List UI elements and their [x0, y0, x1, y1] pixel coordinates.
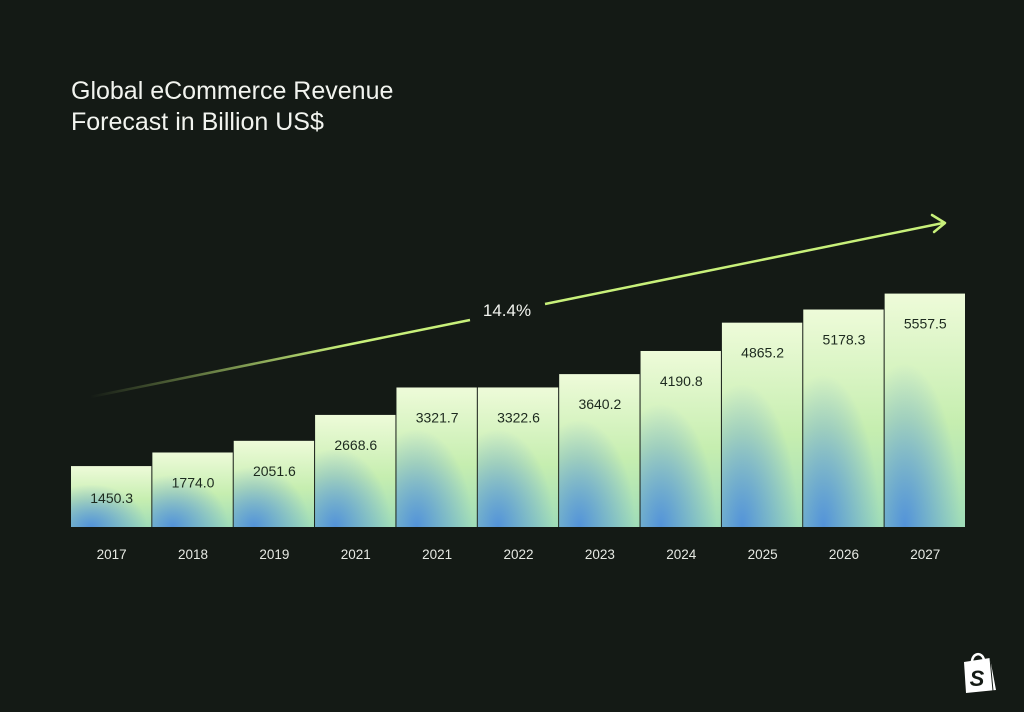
bar-shade [477, 387, 559, 527]
x-tick-label: 2023 [585, 547, 615, 562]
x-tick-label: 2017 [97, 547, 127, 562]
bar-value-label: 3640.2 [578, 396, 621, 412]
bar-shade [396, 387, 477, 527]
bar-group: 4190.8 2024 [640, 350, 721, 562]
bar-group: 1450.3 2017 [71, 466, 152, 562]
svg-text:S: S [970, 666, 985, 691]
x-tick-label: 2027 [910, 547, 940, 562]
bar-group: 4865.2 2025 [721, 322, 803, 562]
bar-value-label: 3321.7 [416, 409, 459, 425]
title-line-1: Global eCommerce Revenue [71, 77, 394, 105]
bar-shade [233, 440, 315, 527]
bar-group: 3640.2 2023 [559, 374, 640, 562]
x-tick-label: 2026 [829, 547, 859, 562]
bar-shade [559, 374, 640, 527]
growth-annotation: 14.4% [483, 301, 531, 320]
bar-group: 3322.6 2022 [477, 387, 559, 562]
x-tick-label: 2022 [503, 547, 533, 562]
x-tick-label: 2018 [178, 547, 208, 562]
bar-shade [71, 466, 152, 527]
bar-value-label: 4190.8 [660, 373, 703, 389]
bar-value-label: 2051.6 [253, 463, 296, 479]
bar-shade [884, 293, 965, 527]
bar-group: 3321.7 2021 [396, 387, 477, 562]
bar-shade [640, 350, 721, 527]
bar-value-label: 3322.6 [497, 409, 540, 425]
bar-value-label: 1774.0 [172, 474, 215, 490]
x-tick-label: 2024 [666, 547, 697, 562]
bar-group: 5178.3 2026 [803, 309, 884, 562]
bar-group: 2051.6 2019 [233, 440, 315, 562]
x-tick-label: 2021 [422, 547, 452, 562]
x-tick-label: 2019 [259, 547, 289, 562]
shopify-bag-logo: S [964, 653, 996, 693]
bar-value-label: 5178.3 [823, 332, 866, 348]
arrow-head [930, 213, 947, 234]
chart-title: Global eCommerce Revenue Forecast in Bil… [71, 76, 393, 138]
arrow-line-left [89, 318, 471, 399]
title-line-2: Forecast in Billion US$ [71, 108, 324, 136]
bar-shade [152, 452, 233, 527]
bar-shade [803, 309, 884, 527]
bar-value-label: 2668.6 [334, 437, 377, 453]
bar-group: 2668.6 2021 [315, 414, 396, 562]
bar-group: 5557.5 2027 [884, 293, 965, 562]
growth-arrow: 14.4% [89, 213, 947, 399]
bar-group: 1774.0 2018 [152, 452, 233, 562]
bar-value-label: 4865.2 [741, 345, 784, 361]
x-tick-label: 2025 [748, 547, 778, 562]
bar-value-label: 1450.3 [90, 490, 133, 506]
arrow-line-right [544, 221, 944, 306]
bar-shade [721, 322, 803, 527]
bar-value-label: 5557.5 [904, 316, 947, 332]
x-tick-label: 2021 [341, 547, 371, 562]
bar-shade [315, 414, 396, 527]
